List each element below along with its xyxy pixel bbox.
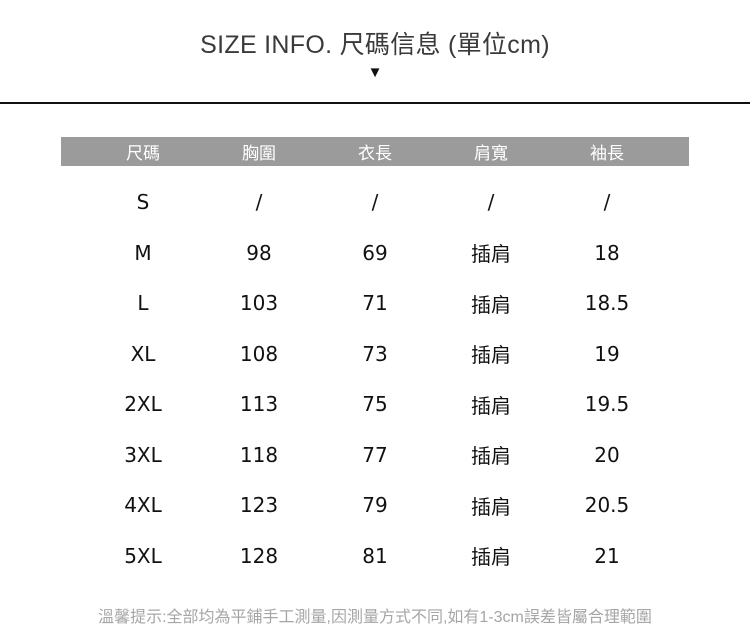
- size-label-cell: 5XL: [124, 543, 162, 568]
- size-value-cell: 118: [239, 442, 279, 467]
- column-header-shoulder: 肩寬: [474, 144, 508, 163]
- size-value-cell: 103: [239, 291, 279, 316]
- size-table-row: M 98 69 插肩 18: [61, 228, 689, 279]
- divider-line: [0, 102, 750, 104]
- page-title: SIZE INFO. 尺碼信息 (單位cm): [200, 31, 550, 59]
- size-table-row: 5XL 128 81 插肩 21: [61, 531, 689, 582]
- size-value-cell: 69: [362, 240, 388, 265]
- size-value-cell: /: [371, 190, 379, 215]
- size-label-cell: M: [134, 240, 152, 265]
- size-value-cell: 插肩: [471, 494, 511, 519]
- down-triangle-icon: ▼: [367, 64, 383, 81]
- size-value-cell: 插肩: [471, 444, 511, 469]
- size-table-row: S / / / /: [61, 177, 689, 228]
- size-table-body: S / / / / M 98 69 插肩 18 L 103 71 插肩 18.5 XL 108 73 插肩 19 2XL…: [61, 166, 689, 581]
- size-value-cell: 19.5: [584, 392, 630, 417]
- column-header-bust: 胸圍: [242, 144, 276, 163]
- size-label-cell: 4XL: [124, 493, 162, 518]
- size-table-row: 4XL 123 79 插肩 20.5: [61, 480, 689, 531]
- size-value-cell: 123: [239, 493, 279, 518]
- size-value-cell: 128: [239, 543, 279, 568]
- size-table: 尺碼 胸圍 衣長 肩寬 袖長 S / / / / M 98 69 插肩 18 L 103 71 插肩 18.…: [61, 137, 689, 581]
- size-label-cell: 2XL: [124, 392, 162, 417]
- size-label-cell: 3XL: [124, 442, 162, 467]
- size-value-cell: 71: [362, 291, 388, 316]
- size-value-cell: 18.5: [584, 291, 630, 316]
- size-label-cell: S: [136, 190, 150, 215]
- size-value-cell: 98: [246, 240, 272, 265]
- size-value-cell: 20: [594, 442, 620, 467]
- size-value-cell: 插肩: [471, 545, 511, 570]
- size-table-header: 尺碼 胸圍 衣長 肩寬 袖長: [61, 137, 689, 166]
- column-header-size: 尺碼: [126, 144, 160, 163]
- size-value-cell: 73: [362, 341, 388, 366]
- size-label-cell: L: [137, 291, 149, 316]
- size-value-cell: 18: [594, 240, 620, 265]
- size-table-row: 3XL 118 77 插肩 20: [61, 430, 689, 481]
- size-table-row: 2XL 113 75 插肩 19.5: [61, 379, 689, 430]
- size-value-cell: 113: [239, 392, 279, 417]
- size-value-cell: 插肩: [471, 343, 511, 368]
- size-value-cell: 21: [594, 543, 620, 568]
- size-value-cell: /: [487, 190, 495, 215]
- size-table-row: L 103 71 插肩 18.5: [61, 278, 689, 329]
- column-header-sleeve: 袖長: [590, 144, 624, 163]
- size-value-cell: 插肩: [471, 242, 511, 267]
- measurement-note: 溫馨提示:全部均為平鋪手工測量,因測量方式不同,如有1-3cm誤差皆屬合理範圍: [98, 609, 652, 626]
- size-value-cell: 插肩: [471, 292, 511, 317]
- size-value-cell: /: [603, 190, 611, 215]
- column-header-length: 衣長: [358, 144, 392, 163]
- size-value-cell: 108: [239, 341, 279, 366]
- size-value-cell: 20.5: [584, 493, 630, 518]
- size-value-cell: /: [255, 190, 263, 215]
- size-value-cell: 19: [594, 341, 620, 366]
- size-value-cell: 插肩: [471, 393, 511, 418]
- size-label-cell: XL: [130, 341, 156, 366]
- size-value-cell: 79: [362, 493, 388, 518]
- size-value-cell: 77: [362, 442, 388, 467]
- size-value-cell: 81: [362, 543, 388, 568]
- size-value-cell: 75: [362, 392, 388, 417]
- size-table-row: XL 108 73 插肩 19: [61, 329, 689, 380]
